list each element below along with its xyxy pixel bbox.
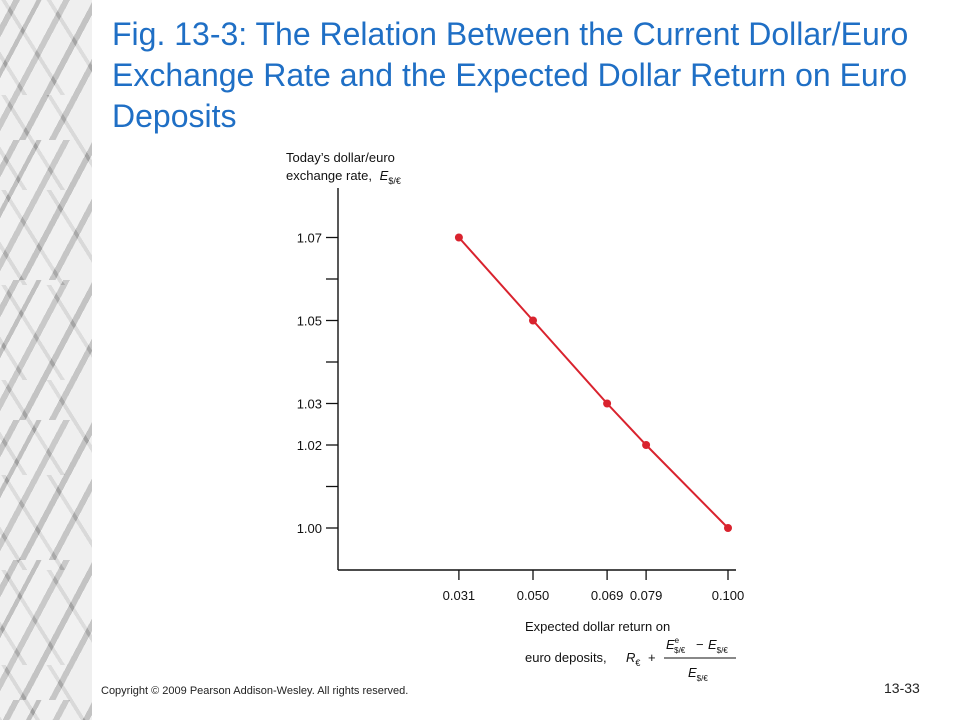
x-tick-label: 0.031	[443, 588, 476, 603]
data-point	[603, 399, 612, 408]
series-line	[458, 236, 729, 529]
copyright-footer: Copyright © 2009 Pearson Addison-Wesley.…	[101, 685, 409, 697]
x-tick-label: 0.050	[517, 588, 550, 603]
svg-text:−: −	[696, 637, 704, 652]
y-axis-label-line1: Today’s dollar/euro	[286, 150, 395, 165]
data-point	[454, 233, 463, 242]
x-axis-label-line1: Expected dollar return on	[525, 619, 670, 634]
y-tick-label: 1.07	[297, 231, 322, 246]
y-axis-label-line2: exchange rate, E$/€	[286, 168, 401, 186]
svg-text:+: +	[648, 650, 656, 665]
data-point	[642, 441, 651, 449]
y-tick-label: 1.03	[297, 397, 322, 412]
data-point	[724, 524, 732, 532]
marble-background	[0, 0, 92, 720]
svg-text:E$/€: E$/€	[708, 637, 728, 655]
x-axis-formula: R€ + Ee $/€ − E$/€ E$/€	[626, 636, 736, 683]
y-tick-label: 1.05	[297, 314, 322, 329]
y-tick-label: 1.00	[297, 521, 322, 536]
x-axis-label-line2: euro deposits,	[525, 650, 607, 665]
page-number: 13-33	[884, 680, 920, 696]
data-point	[529, 316, 537, 325]
svg-text:E$/€: E$/€	[688, 665, 708, 683]
x-tick-label: 0.079	[630, 588, 663, 603]
x-tick-label: 0.069	[591, 588, 624, 603]
y-tick-label: 1.02	[297, 438, 322, 453]
svg-text:Ee$/€: Ee $/€	[666, 636, 686, 655]
svg-text:R€: R€	[626, 650, 640, 668]
x-tick-label: 0.100	[712, 588, 745, 603]
slide-title: Fig. 13-3: The Relation Between the Curr…	[112, 16, 909, 134]
